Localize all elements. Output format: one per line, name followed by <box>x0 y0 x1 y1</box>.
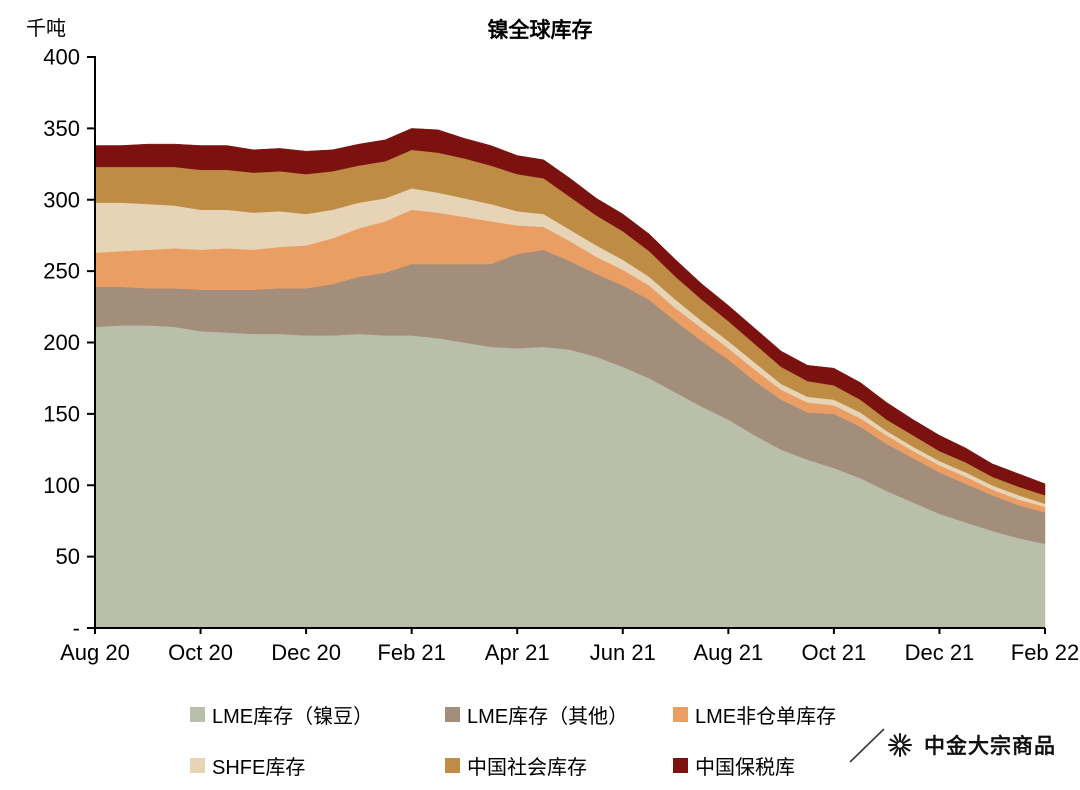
legend-item: LME库存（其他） <box>445 700 673 729</box>
legend-item: 中国保税库 <box>673 751 883 780</box>
x-tick-label: Oct 20 <box>168 640 233 665</box>
legend-label: LME库存（镍豆） <box>212 706 374 728</box>
legend-item: SHFE库存 <box>190 751 445 780</box>
x-tick-label: Oct 21 <box>801 640 866 665</box>
y-tick-label: 200 <box>43 330 80 355</box>
legend-item: LME库存（镍豆） <box>190 700 445 729</box>
y-tick-label: 100 <box>43 473 80 498</box>
y-tick-label: 300 <box>43 187 80 212</box>
y-tick-label: 150 <box>43 401 80 426</box>
y-tick-label: 250 <box>43 259 80 284</box>
y-tick-label: 50 <box>56 544 80 569</box>
watermark: 中金大宗商品 <box>848 724 1056 766</box>
x-tick-label: Dec 20 <box>271 640 341 665</box>
cicc-logo-icon <box>849 728 912 763</box>
stacked-area-chart: - 50 100 150 200 250 300 350 400 Aug 20 Oct 20 Dec … <box>43 45 1080 666</box>
y-tick-label: - <box>73 616 80 641</box>
x-tick-label: Feb 22 <box>1011 640 1080 665</box>
legend-swatch <box>673 707 688 722</box>
y-tick-label: 350 <box>43 116 80 141</box>
legend-swatch <box>445 707 460 722</box>
x-tick-label: Apr 21 <box>485 640 550 665</box>
y-axis-unit-label: 千吨 <box>26 18 66 40</box>
legend-label: LME非仓单库存 <box>695 706 837 728</box>
y-tick-label: 400 <box>43 45 80 70</box>
legend-swatch <box>190 758 205 773</box>
x-tick-label: Feb 21 <box>377 640 446 665</box>
legend-label: SHFE库存 <box>212 757 306 779</box>
legend: LME库存（镍豆） LME库存（其他） LME非仓单库存 SHFE库存 中国社会库存 中国… <box>190 700 883 780</box>
legend-label: 中国保税库 <box>695 757 795 779</box>
legend-swatch <box>673 758 688 773</box>
x-tick-label: Aug 21 <box>693 640 763 665</box>
legend-swatch <box>445 758 460 773</box>
x-tick-label: Aug 20 <box>60 640 130 665</box>
legend-item: LME非仓单库存 <box>673 700 883 729</box>
area-series-5 <box>94 128 1046 496</box>
legend-label: 中国社会库存 <box>467 757 587 779</box>
chart-title: 镍全球库存 <box>487 19 593 42</box>
x-tick-label: Dec 21 <box>905 640 975 665</box>
legend-label: LME库存（其他） <box>467 706 629 728</box>
x-tick-label: Jun 21 <box>590 640 656 665</box>
legend-item: 中国社会库存 <box>445 751 673 780</box>
legend-swatch <box>190 707 205 722</box>
watermark-text: 中金大宗商品 <box>924 735 1056 758</box>
